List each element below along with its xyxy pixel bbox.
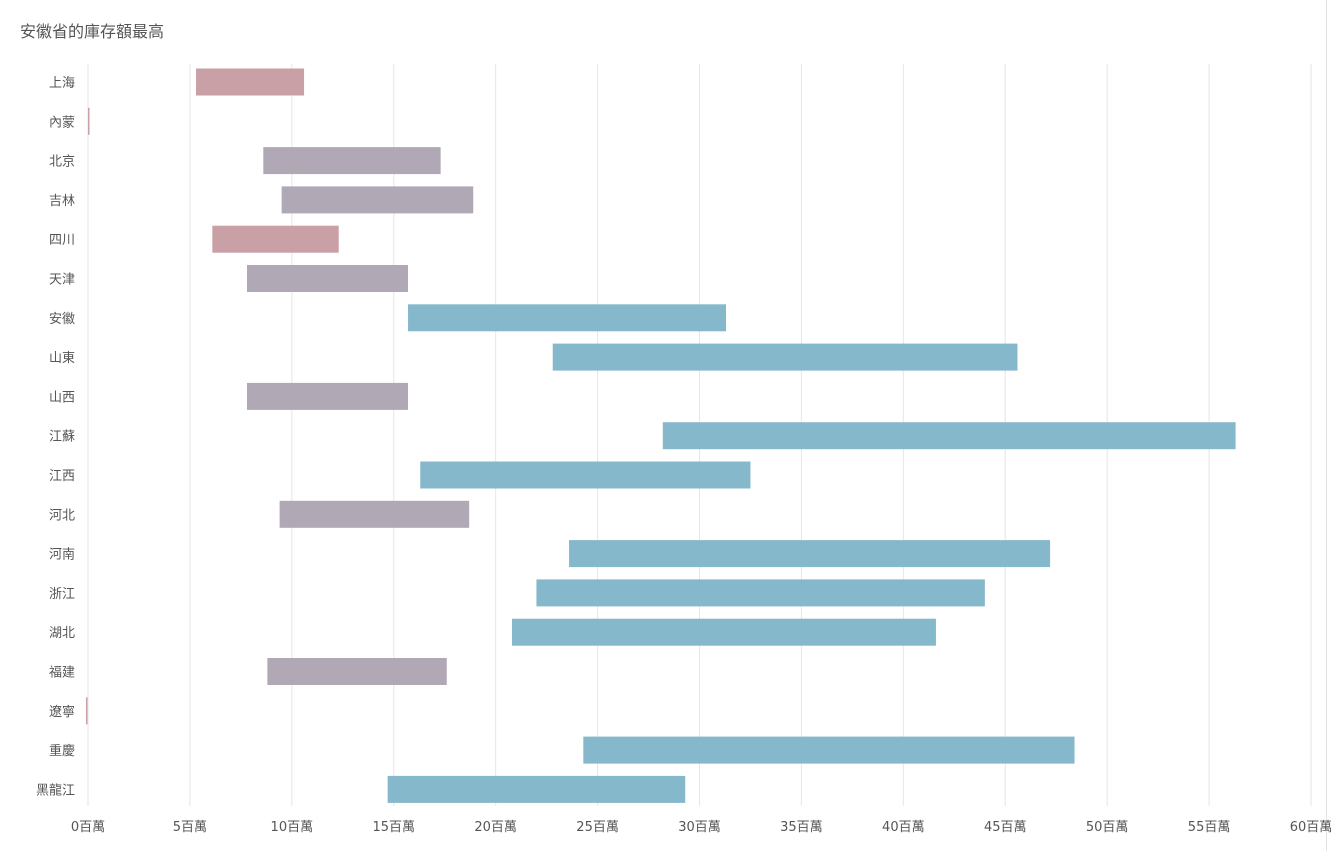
category-label: 浙江 (49, 587, 75, 602)
bar[interactable] (281, 186, 474, 214)
bar[interactable] (662, 422, 1236, 450)
category-label: 安徽 (49, 312, 75, 327)
chart-title: 安徽省的庫存額最高 (20, 22, 165, 41)
category-label: 吉林 (49, 194, 75, 209)
category-label: 重慶 (49, 743, 75, 759)
bar[interactable] (267, 658, 447, 685)
category-label: 上海 (49, 76, 75, 91)
category-label: 福建 (49, 666, 75, 681)
x-tick-label: 40百萬 (882, 820, 925, 835)
bar[interactable] (88, 107, 90, 135)
bars (85, 68, 1236, 803)
bar[interactable] (246, 265, 409, 292)
category-label: 山東 (49, 350, 75, 366)
category-label: 河北 (49, 508, 75, 523)
x-tick-label: 45百萬 (984, 820, 1027, 835)
bar[interactable] (263, 147, 441, 175)
x-tick-labels: 0百萬 5百萬 10百萬 15百萬 20百萬 25百萬 30百萬 35百萬 40百萬 45百萬 50… (71, 820, 1331, 835)
x-tick-label: 30百萬 (678, 820, 721, 835)
bar[interactable] (536, 579, 985, 607)
x-tick-label: 0百萬 (71, 820, 105, 835)
category-label: 遼寧 (49, 704, 75, 720)
x-tick-label: 5百萬 (173, 820, 207, 835)
x-tick-label: 25百萬 (576, 820, 619, 835)
bar[interactable] (279, 500, 470, 528)
x-tick-label: 55百萬 (1188, 820, 1231, 835)
x-tick-label: 20百萬 (474, 820, 517, 835)
bar[interactable] (212, 225, 339, 253)
bar[interactable] (511, 618, 936, 646)
bar[interactable] (552, 343, 1018, 371)
panel-border (1326, 0, 1327, 851)
category-label: 四川 (49, 233, 75, 248)
x-tick-label: 10百萬 (271, 820, 314, 835)
bar[interactable] (420, 461, 751, 489)
bar[interactable] (246, 382, 409, 410)
category-label: 山西 (49, 390, 75, 405)
category-label: 湖北 (49, 626, 75, 641)
category-label: 黑龍江 (36, 782, 75, 798)
x-tick-label: 60百萬 (1290, 820, 1331, 835)
x-tick-label: 50百萬 (1086, 820, 1129, 835)
category-label: 河南 (49, 547, 75, 563)
category-label: 江蘇 (49, 430, 75, 445)
bar[interactable] (387, 775, 686, 803)
bar[interactable] (196, 68, 305, 96)
bar[interactable] (569, 540, 1051, 568)
x-tick-label: 35百萬 (780, 820, 823, 835)
category-label: 北京 (49, 155, 75, 170)
category-label: 江西 (49, 469, 75, 484)
bar[interactable] (85, 697, 88, 725)
category-label: 內蒙 (49, 115, 75, 130)
bar[interactable] (408, 304, 726, 332)
category-label: 天津 (49, 273, 75, 288)
bar[interactable] (583, 736, 1075, 764)
x-tick-label: 15百萬 (372, 820, 415, 835)
